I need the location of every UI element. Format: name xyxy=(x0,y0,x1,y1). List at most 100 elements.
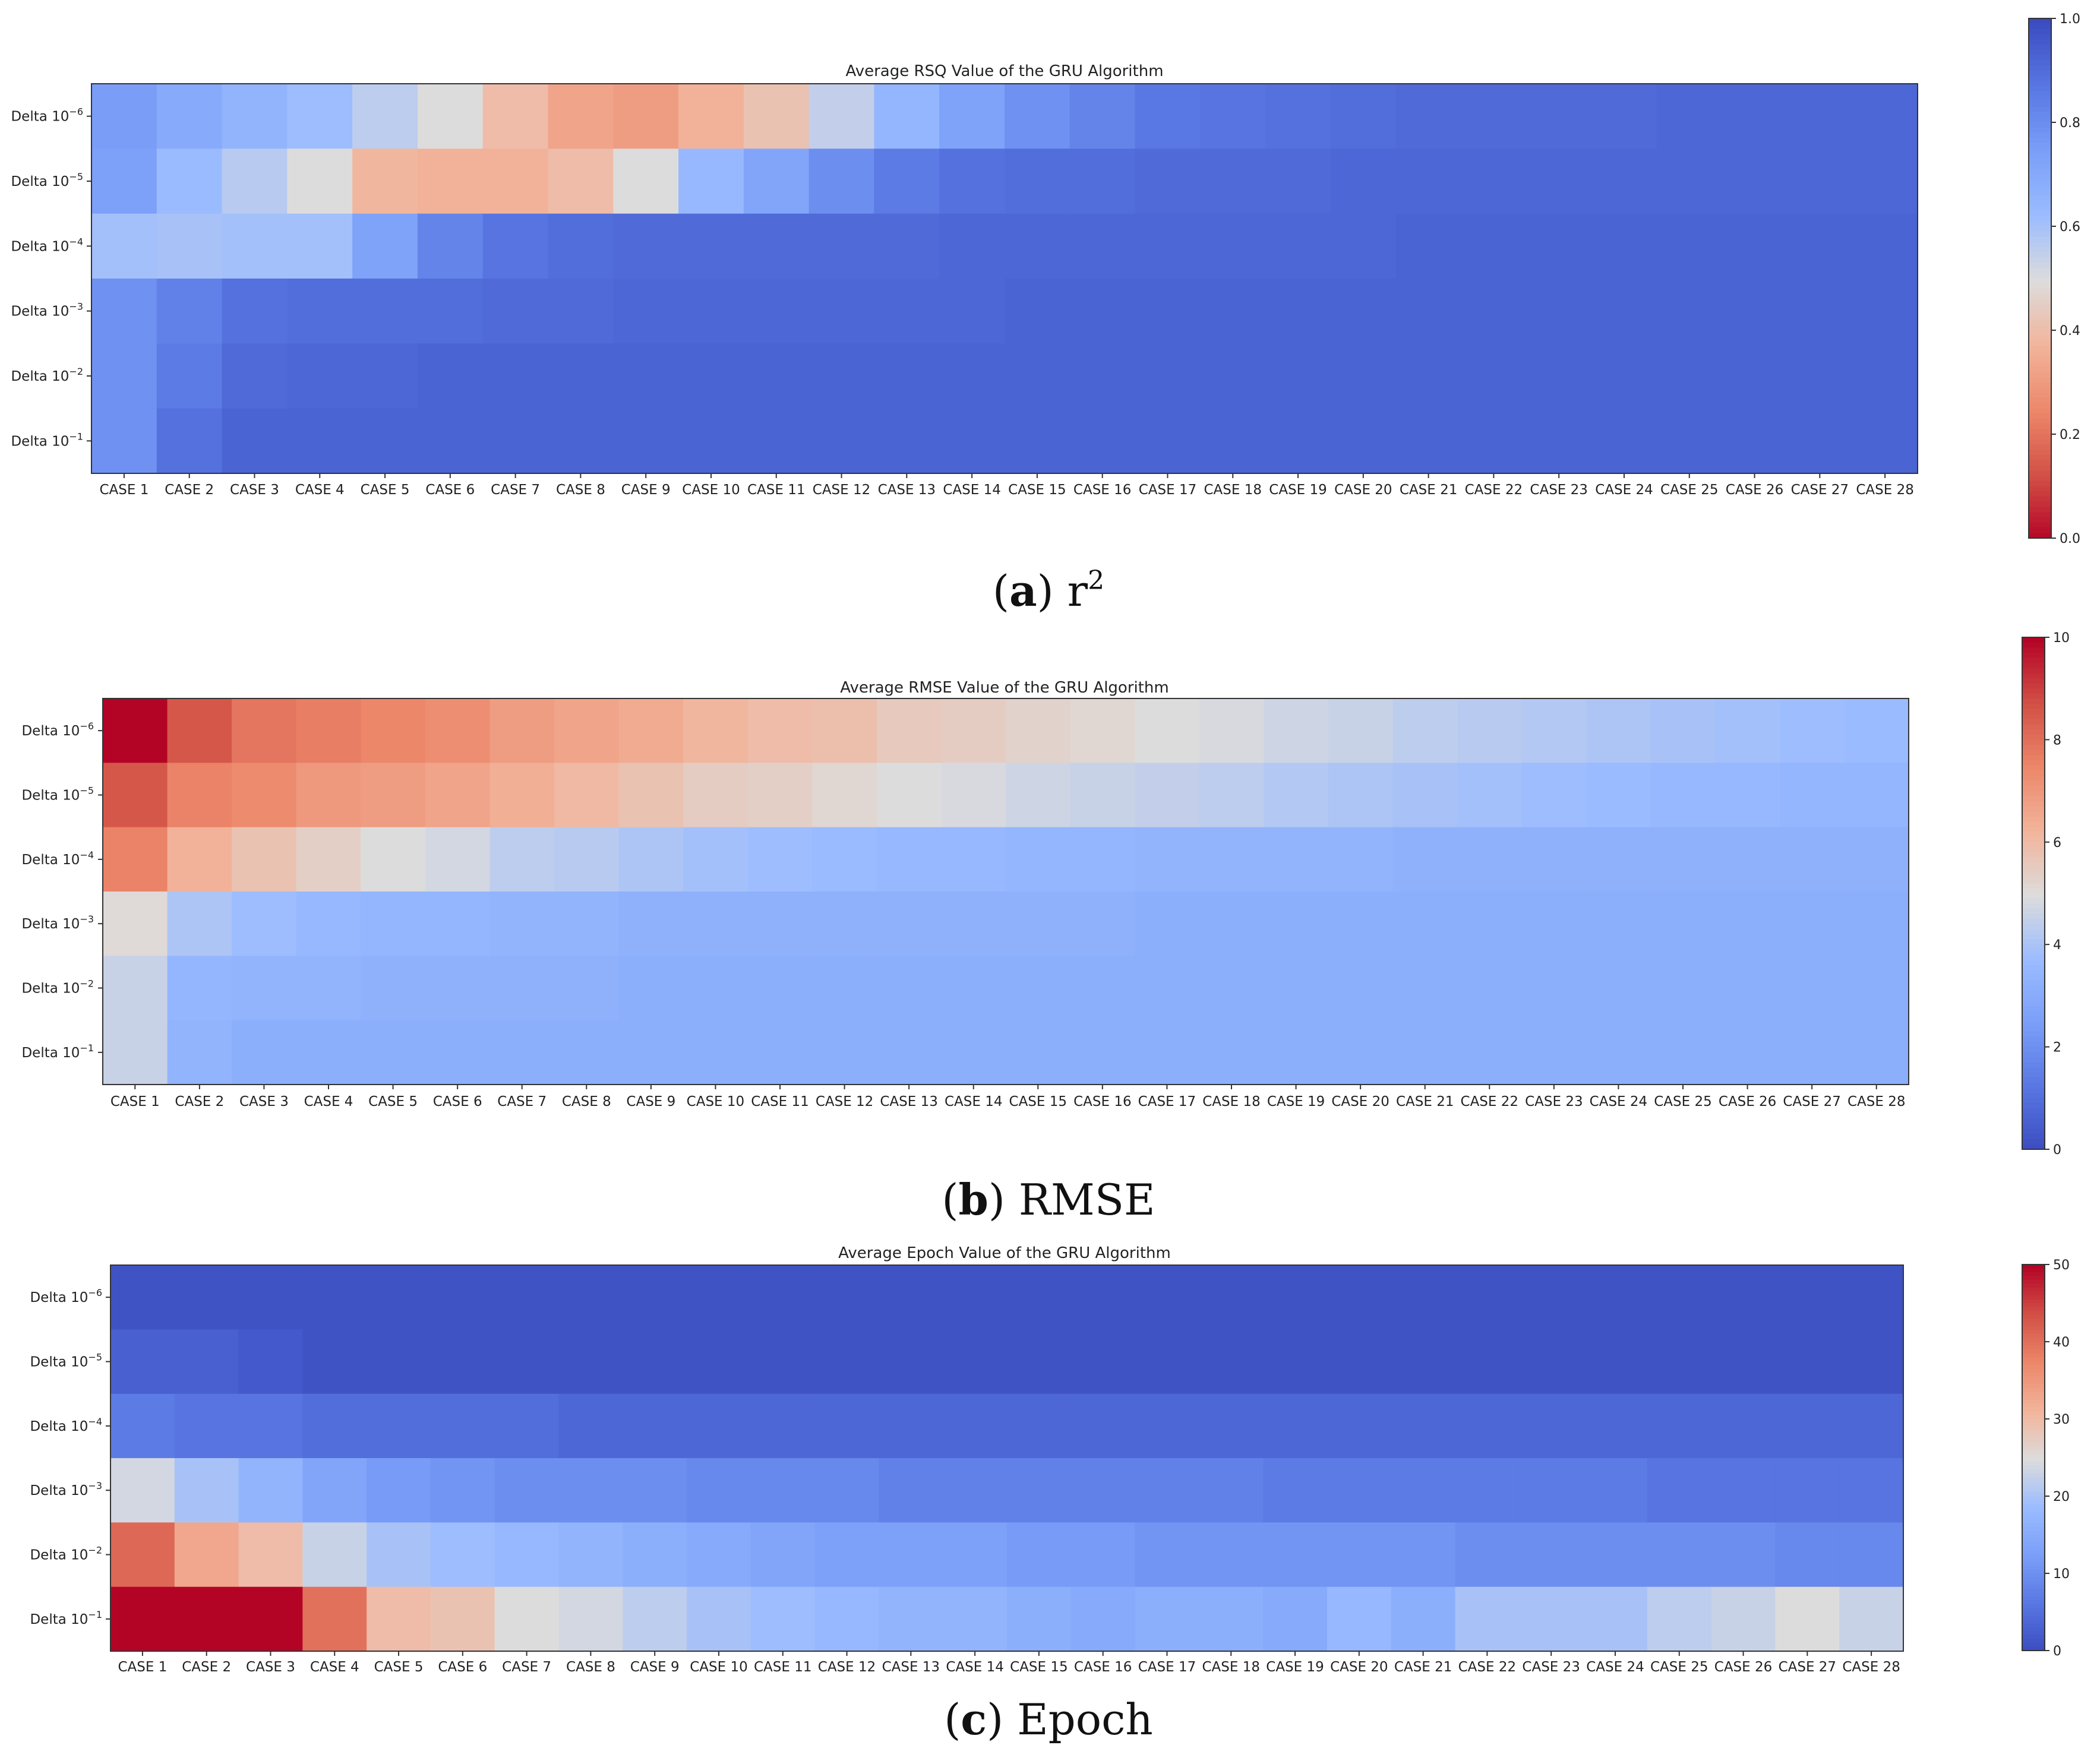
heatmap-cell xyxy=(1583,1265,1648,1330)
colorbar-segment xyxy=(2029,200,2051,206)
heatmap-cell xyxy=(367,1522,431,1588)
colorbar-segment xyxy=(2029,507,2051,513)
heatmap-cell xyxy=(110,1265,175,1330)
colorbar-segment xyxy=(2022,842,2045,848)
y-tick-label: Delta 10−5 xyxy=(21,785,94,804)
colorbar-segment xyxy=(2029,189,2051,196)
heatmap-cell xyxy=(1005,213,1070,279)
heatmap-cell xyxy=(302,1522,367,1588)
x-tick-label: CASE 16 xyxy=(1073,1094,1132,1109)
colorbar-segment xyxy=(2022,1047,2045,1052)
colorbar-segment xyxy=(2022,872,2045,878)
colorbar-segment xyxy=(2022,1481,2045,1485)
colorbar-segment xyxy=(2022,929,2045,935)
colorbar-segment xyxy=(2022,1118,2045,1124)
heatmap-cell xyxy=(1775,1329,1840,1395)
heatmap-cell xyxy=(1328,763,1394,828)
colorbar-segment xyxy=(2022,960,2045,966)
colorbar-segment xyxy=(2029,164,2051,170)
heatmap-cell xyxy=(1006,892,1071,956)
heatmap-cell xyxy=(943,1586,1008,1652)
heatmap-cell xyxy=(548,148,614,214)
heatmap-cell xyxy=(941,1020,1006,1085)
x-tick-label: CASE 19 xyxy=(1266,1659,1324,1675)
colorbar-segment xyxy=(2029,278,2051,284)
heatmap-cell xyxy=(1586,827,1651,892)
heatmap-cell xyxy=(683,1020,749,1085)
heatmap-cell xyxy=(941,763,1006,828)
heatmap-cell xyxy=(558,1458,623,1523)
heatmap-cell xyxy=(1007,1458,1072,1523)
heatmap-cell xyxy=(91,213,157,279)
heatmap-cell xyxy=(482,408,549,474)
colorbar-segment xyxy=(2022,1326,2045,1331)
x-tick-label: CASE 23 xyxy=(1522,1659,1580,1675)
heatmap-cell xyxy=(156,213,223,279)
heatmap-cell xyxy=(1457,698,1523,763)
x-tick-label: CASE 18 xyxy=(1202,1094,1261,1109)
heatmap-cell xyxy=(939,84,1005,149)
heatmap-cell xyxy=(232,892,297,956)
heatmap-cell xyxy=(361,698,426,763)
heatmap-cell xyxy=(678,408,744,474)
heatmap-cell xyxy=(1461,408,1527,474)
panel-a: Average RSQ Value of the GRU Algorithm C… xyxy=(11,12,2080,616)
colorbar-segment xyxy=(2022,1380,2045,1385)
heatmap-cell xyxy=(287,408,353,474)
heatmap-cell xyxy=(618,698,684,763)
colorbar-segment xyxy=(2022,657,2045,663)
colorbar-segment xyxy=(2022,1334,2045,1339)
heatmap-cell xyxy=(618,956,684,1021)
heatmap-cell xyxy=(747,892,813,956)
heatmap-cell xyxy=(287,279,353,344)
heatmap-cell xyxy=(361,763,426,828)
colorbar-segment xyxy=(2022,1585,2045,1589)
heatmap-cell xyxy=(812,763,877,828)
colorbar-segment xyxy=(2029,122,2051,128)
heatmap-cell xyxy=(1392,956,1458,1021)
colorbar-segment xyxy=(2022,985,2045,991)
heatmap-cells xyxy=(103,698,1909,1085)
heatmap-cell xyxy=(1519,1393,1584,1459)
heatmap-cell xyxy=(743,343,810,409)
colorbar-segment xyxy=(2022,1566,2045,1570)
colorbar-segment xyxy=(2029,112,2051,118)
colorbar-segment xyxy=(2022,1303,2045,1308)
heatmap-cell xyxy=(1264,827,1329,892)
x-tick-labels: CASE 1 CASE 2 CASE 3 CASE 4 CASE 5 CASE 6 CASE… xyxy=(99,473,1914,498)
colorbar-segment xyxy=(2022,734,2045,740)
heatmap-cell xyxy=(1656,84,1723,149)
heatmap-cell xyxy=(482,148,549,214)
heatmap-cell xyxy=(874,408,940,474)
heatmap-cell xyxy=(743,84,810,149)
colorbar-segment xyxy=(2022,893,2045,899)
colorbar-segment xyxy=(2022,1434,2045,1439)
heatmap-cell xyxy=(1455,1586,1520,1652)
x-tick-label: CASE 5 xyxy=(374,1659,424,1675)
heatmap-cell xyxy=(1526,343,1592,409)
colorbar-tick-label: 0.8 xyxy=(2060,116,2080,131)
colorbar-tick-label: 1.0 xyxy=(2060,12,2080,27)
heatmap-cell xyxy=(1852,408,1918,474)
heatmap-cell xyxy=(238,1265,303,1330)
heatmap-cell xyxy=(1264,1020,1329,1085)
colorbar-segment xyxy=(2029,517,2051,523)
heatmap-cell xyxy=(167,956,232,1021)
colorbar-segment xyxy=(2022,1307,2045,1311)
heatmap-cell xyxy=(417,408,484,474)
colorbar-segment xyxy=(2022,878,2045,884)
colorbar-segment xyxy=(2022,678,2045,684)
colorbar-segment xyxy=(2029,450,2051,456)
colorbar-segment xyxy=(2022,975,2045,981)
colorbar-segment xyxy=(2022,1128,2045,1134)
heatmap-cell xyxy=(1839,1329,1904,1395)
colorbar-segment xyxy=(2022,1345,2045,1350)
heatmap-cell xyxy=(367,1329,431,1395)
x-tick-label: CASE 27 xyxy=(1783,1094,1841,1109)
heatmap-cell xyxy=(110,1393,175,1459)
colorbar-segment xyxy=(2029,132,2051,138)
x-tick-label: CASE 1 xyxy=(118,1659,167,1675)
heatmap-cell xyxy=(156,148,223,214)
colorbar-segment xyxy=(2029,44,2051,50)
colorbar-segment xyxy=(2029,434,2051,440)
